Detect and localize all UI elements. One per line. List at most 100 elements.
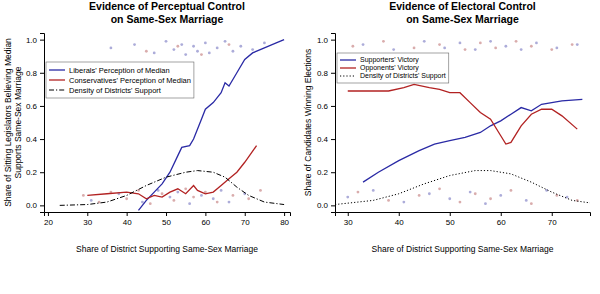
- tick: 1.0: [26, 36, 44, 45]
- tick: 70: [241, 212, 250, 227]
- tick-label: 60: [201, 218, 210, 227]
- scatter-point: [216, 47, 219, 50]
- scatter-point: [428, 192, 431, 195]
- tick-mark: [399, 212, 400, 216]
- scatter-point: [176, 45, 179, 48]
- chart-title: Evidence of Perceptual Controlon Same-Se…: [89, 0, 245, 25]
- scatter-point: [169, 196, 172, 199]
- scatter-point: [220, 189, 223, 192]
- scatter-point: [145, 50, 148, 53]
- scatter-point: [180, 43, 183, 46]
- scatter-point: [228, 201, 231, 204]
- line-series: [87, 146, 256, 199]
- panel: 203040506070800.00.20.40.60.81.0Evidence…: [3, 0, 291, 254]
- tick-label: 20: [44, 218, 53, 227]
- axis-line: [40, 34, 45, 213]
- scatter-point: [459, 42, 462, 45]
- tick-label: 0.8: [26, 69, 38, 78]
- tick-label: 40: [123, 218, 132, 227]
- tick-label: 0.6: [317, 102, 329, 111]
- tick: 50: [446, 212, 455, 227]
- legend-label: Density of Districts' Support: [360, 72, 446, 80]
- tick-mark: [48, 212, 49, 216]
- scatter-point: [351, 45, 354, 48]
- scatter-point: [474, 192, 477, 195]
- tick-label: 0.0: [26, 201, 38, 210]
- scatter-point: [418, 194, 421, 197]
- scatter-point: [90, 199, 93, 202]
- tick-label: 0.2: [317, 168, 329, 177]
- tick-label: 30: [344, 218, 353, 227]
- x-axis-title: Share of District Supporting Same-Sex Ma…: [372, 244, 554, 254]
- scatter-point: [192, 196, 195, 199]
- scatter-point: [438, 187, 441, 190]
- tick-mark: [40, 73, 44, 74]
- panel: 30405060700.00.20.40.60.81.0Evidence of …: [303, 0, 591, 254]
- tick-label: 40: [395, 218, 404, 227]
- scatter-point: [200, 194, 203, 197]
- scatter-point: [228, 43, 231, 46]
- tick-mark: [552, 212, 553, 216]
- scatter-point: [479, 42, 482, 45]
- scatter-point: [224, 40, 227, 43]
- legend-swatch: [340, 59, 356, 60]
- line-series: [60, 171, 284, 206]
- scatter-point: [402, 201, 405, 204]
- scatter-point: [469, 191, 472, 194]
- tick-mark: [284, 212, 285, 216]
- tick-label: 30: [83, 218, 92, 227]
- scatter-point: [550, 48, 553, 51]
- tick-label: 0.4: [317, 135, 329, 144]
- scatter-point: [362, 43, 365, 46]
- scatter-point: [125, 197, 128, 200]
- scatter-point: [192, 45, 195, 48]
- legend-swatch: [49, 79, 65, 80]
- scatter-point: [555, 47, 558, 50]
- legend-swatch: [49, 90, 65, 91]
- scatter-point: [525, 199, 528, 202]
- tick-mark: [450, 212, 451, 216]
- scatter-point: [153, 51, 156, 54]
- tick: 60: [201, 212, 210, 227]
- scatter-series: [346, 40, 578, 205]
- tick-mark: [501, 212, 502, 216]
- scatter-point: [443, 47, 446, 50]
- text-line: Share of Candidates Winning Elections: [303, 49, 313, 196]
- scatter-point: [239, 45, 242, 48]
- tick-mark: [348, 212, 349, 216]
- scatter-point: [571, 43, 574, 46]
- tick-label: 70: [241, 218, 250, 227]
- scatter-point: [576, 43, 579, 46]
- scatter-point: [484, 202, 487, 205]
- scatter-point: [208, 51, 211, 54]
- legend-label: Liberals' Perception of Median: [69, 66, 170, 75]
- scatter-point: [196, 50, 199, 53]
- scatter-point: [133, 43, 136, 46]
- scatter-point: [200, 53, 203, 56]
- scatter-point: [212, 197, 215, 200]
- legend-label: Opponents' Victory: [360, 64, 419, 72]
- scatter-point: [149, 202, 152, 205]
- tick-label: 70: [548, 218, 557, 227]
- scatter-point: [184, 53, 187, 56]
- scatter-point: [232, 50, 235, 53]
- background: [0, 0, 600, 294]
- text-line: on Same-Sex Marriage: [406, 13, 519, 25]
- tick: 0.0: [317, 201, 335, 210]
- scatter-point: [413, 47, 416, 50]
- tick: 60: [497, 212, 506, 227]
- text-line: Share of District Supporting Same-Sex Ma…: [76, 244, 258, 254]
- scatter-point: [172, 199, 175, 202]
- legend-swatch: [340, 67, 356, 68]
- tick: 0.4: [26, 135, 44, 144]
- legend-label: Conservatives' Perception of Median: [69, 76, 191, 85]
- scatter-point: [489, 40, 492, 43]
- tick-label: 50: [446, 218, 455, 227]
- scatter-point: [504, 45, 507, 48]
- axis: 30 40 50 60 70: [336, 212, 591, 227]
- tick-mark: [331, 172, 335, 173]
- legend: Liberals' Perception of MedianConservati…: [46, 62, 194, 98]
- tick: 40: [395, 212, 404, 227]
- scatter-point: [161, 192, 164, 195]
- chart-container: 203040506070800.00.20.40.60.81.0Evidence…: [0, 0, 600, 294]
